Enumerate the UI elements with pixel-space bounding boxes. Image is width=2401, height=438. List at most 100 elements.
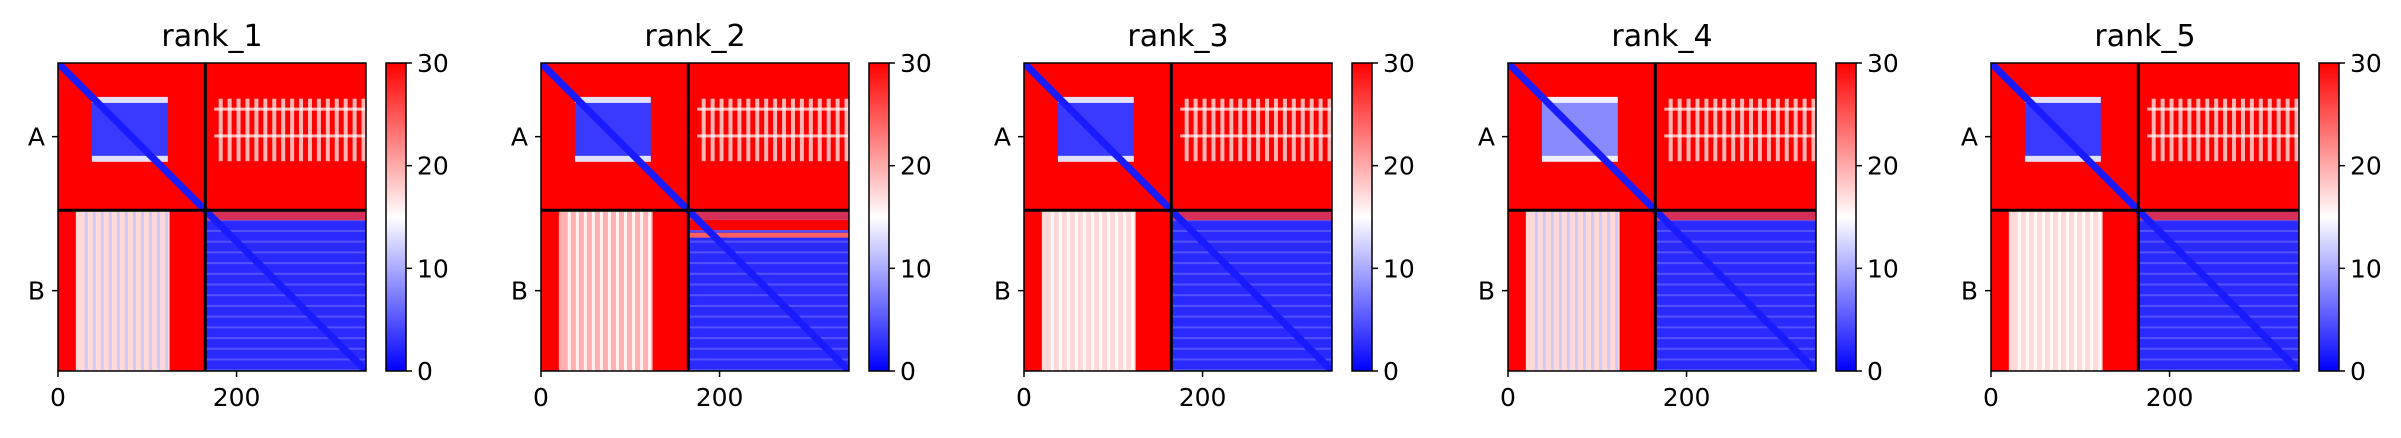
bb-stripe <box>1655 251 1816 254</box>
ab-stripe <box>826 98 831 162</box>
diagonal <box>58 63 366 371</box>
bb-stripe <box>1171 337 1332 340</box>
bb-stripe <box>688 315 849 318</box>
aa-edge <box>574 155 651 162</box>
bb-stripe <box>1171 369 1332 371</box>
bb-stripe <box>1655 262 1816 265</box>
ba-stripe <box>2074 210 2078 371</box>
aa-edge <box>2024 96 2101 103</box>
ab-stripe <box>1318 98 1323 162</box>
ab-stripe <box>737 98 742 162</box>
ba-stripe <box>1074 210 1078 371</box>
ba-stripe <box>157 210 161 371</box>
ba-stripe <box>124 210 128 371</box>
aa-edge <box>574 96 651 103</box>
colorbar <box>868 62 890 372</box>
ab-stripe <box>2223 98 2228 162</box>
ab-stripe <box>2249 98 2254 162</box>
ab-stripe <box>227 98 232 162</box>
bb-stripe <box>688 326 849 329</box>
ba-stripe <box>1574 210 1578 371</box>
ab-stripe <box>817 98 822 162</box>
heatmap-frame <box>1023 62 1333 372</box>
aa-edge <box>1541 155 1618 162</box>
ba-stripe <box>1090 210 1094 371</box>
x-tick-label: 0 <box>1500 383 1516 412</box>
x-tick-label: 0 <box>1016 383 1032 412</box>
ab-stripe <box>808 98 813 162</box>
bb-stripe <box>2138 304 2299 307</box>
bb-stripe <box>688 240 849 243</box>
block-b-a-band <box>558 210 653 371</box>
bb-stripe <box>1655 315 1816 318</box>
heatmap-frame <box>540 62 850 372</box>
ba-stripe <box>141 210 145 371</box>
ab-stripe <box>218 98 223 162</box>
ab-stripe <box>1686 98 1691 162</box>
ab-stripe <box>719 98 724 162</box>
bb-stripe <box>2138 251 2299 254</box>
ab-stripe <box>245 98 250 162</box>
ba-stripe <box>2025 210 2029 371</box>
heatmap-cells <box>1024 63 1332 371</box>
ba-stripe <box>1534 210 1538 371</box>
ab-stripe <box>334 98 339 162</box>
ab-stripe <box>844 98 849 162</box>
ba-stripe <box>2098 210 2102 371</box>
ab-stripe <box>343 98 348 162</box>
ab-stripe <box>2187 98 2192 162</box>
ab-stripe <box>1327 98 1332 162</box>
bb-stripe <box>688 272 849 275</box>
bb-stripe <box>1655 347 1816 350</box>
ba-stripe <box>2017 210 2021 371</box>
ab-stripe <box>1757 98 1762 162</box>
ba-stripe <box>1566 210 1570 371</box>
diagonal <box>1991 63 2299 371</box>
ab-hstripe <box>1180 134 1332 138</box>
bb-stripe <box>2138 337 2299 340</box>
ba-stripe <box>1591 210 1595 371</box>
aa-edge <box>2024 155 2101 162</box>
colorbar-tick-label: 10 <box>1383 254 1415 283</box>
ab-stripe <box>1229 98 1234 162</box>
heatmap-cells <box>1508 63 1816 371</box>
y-tick-label: A <box>1478 123 1495 152</box>
aa-edge <box>1541 96 1618 103</box>
ab-stripe <box>263 98 268 162</box>
ba-stripe <box>84 210 88 371</box>
ba-stripe <box>2041 210 2045 371</box>
ba-stripe <box>92 210 96 371</box>
colorbar-tick-label: 10 <box>900 254 932 283</box>
ab-stripe <box>2285 98 2290 162</box>
bb-stripe <box>205 283 366 286</box>
aa-edge <box>1057 155 1134 162</box>
colorbar-tick-label: 0 <box>1383 357 1399 386</box>
bb-top-band <box>2138 210 2299 221</box>
ab-stripe <box>1238 98 1243 162</box>
ab-stripe <box>361 98 366 162</box>
ab-stripe <box>1793 98 1798 162</box>
ab-stripe <box>1247 98 1252 162</box>
colorbar-tick-label: 0 <box>1867 357 1883 386</box>
ba-stripe <box>1615 210 1619 371</box>
ab-stripe <box>1713 98 1718 162</box>
bb-stripe <box>2138 358 2299 361</box>
colorbar-tick-label: 0 <box>417 357 433 386</box>
ab-stripe <box>2276 98 2281 162</box>
bb-red-band <box>688 220 849 231</box>
ba-stripe <box>1599 210 1603 371</box>
bb-stripe <box>1655 337 1816 340</box>
ab-stripe <box>2232 98 2237 162</box>
bb-stripe <box>205 347 366 350</box>
ba-stripe <box>2090 210 2094 371</box>
heatmap-cells <box>541 63 849 371</box>
ba-stripe <box>1131 210 1135 371</box>
ba-stripe <box>640 210 644 371</box>
diagonal <box>1024 63 1332 371</box>
ab-stripe <box>2294 98 2299 162</box>
ba-stripe <box>1582 210 1586 371</box>
y-tick-label: A <box>28 123 45 152</box>
ba-stripe <box>2049 210 2053 371</box>
ab-stripe <box>290 98 295 162</box>
ba-stripe <box>1542 210 1546 371</box>
